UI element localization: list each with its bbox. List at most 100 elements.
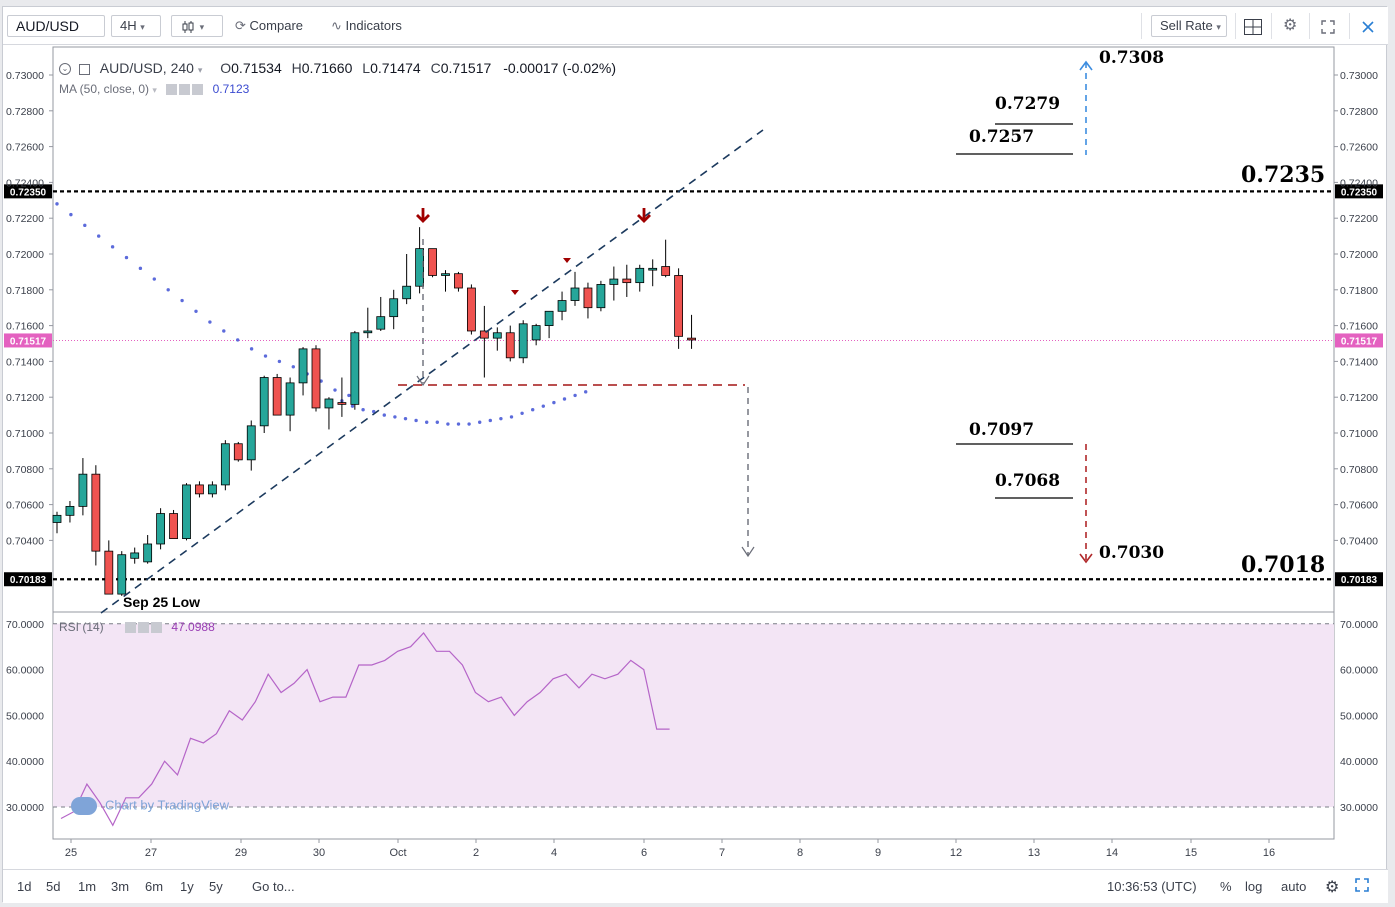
auto-toggle[interactable]: auto [1281,879,1307,894]
range-1m[interactable]: 1m [78,879,97,894]
candle-down [479,330,489,339]
toolbar-divider [1271,13,1272,39]
ma-point [124,255,129,260]
rsi-tick-label-right: 50.0000 [1340,710,1378,722]
y-tick-label-right: 0.71400 [1340,356,1378,368]
chart-canvas[interactable]: 0.72350 0.72350 0.71517 0.71517 0.70183 0.701… [3,7,1388,869]
rsi-tick-label-right: 40.0000 [1340,756,1378,768]
y-tick-label-left: 0.71200 [6,392,44,404]
price-tag-right [1335,184,1383,199]
price-tag-label: 0.70183 [1341,575,1378,586]
x-tick-label: 16 [1263,847,1275,859]
candle-down [91,473,101,552]
chart-type-select[interactable]: ▾ [171,15,223,37]
candle-down [454,273,463,289]
y-tick-label-left: 0.72200 [6,213,44,225]
rsi-tick-label-left: 40.0000 [6,756,44,768]
candle-down [233,443,243,461]
candle-up [648,267,658,271]
x-tick-label: 12 [950,847,962,859]
fullscreen-bottom-button[interactable] [1355,878,1369,895]
level-label-7018: 0.7018 [1241,552,1326,578]
ma-point [249,347,254,351]
legend-title: AUD/USD, 240 [99,60,194,76]
remove-icon[interactable] [192,84,204,96]
ma-point [531,408,535,412]
toolbar-divider [1309,13,1310,39]
main-legend: ⌄ AUD/USD, 240 ▾ O0.71534 H0.71660 L0.71… [59,60,616,76]
eye-icon[interactable] [125,622,137,634]
ma-controls[interactable] [166,82,205,96]
candle-up [415,248,425,287]
close-button[interactable] [1361,15,1375,37]
rsi-tick-label-left: 50.0000 [6,710,44,722]
ma-point [456,422,461,426]
candle-up [635,267,645,284]
ma-point [414,418,418,423]
y-tick-label-right: 0.73000 [1340,70,1378,82]
gear-icon[interactable] [138,622,150,634]
range-3m[interactable]: 3m [111,879,130,894]
y-tick-label-right: 0.71200 [1340,392,1378,404]
candle-down [169,513,178,540]
gear-icon[interactable] [179,84,191,96]
ma-point [541,404,545,408]
chevron-down-icon: ▾ [197,65,203,75]
symbol-search-input[interactable]: AUD/USD [7,15,105,37]
range-6m[interactable]: 6m [145,879,164,894]
close-icon [1362,20,1374,33]
rsi-label: RSI (14) [59,620,104,634]
hide-icon[interactable] [78,63,90,75]
up-arrow-icon [1079,60,1093,71]
x-tick-label: 14 [1106,847,1118,859]
candle-up [518,323,528,359]
candle-up [350,332,360,405]
settings-button[interactable]: ⚙ [1283,15,1297,37]
percent-toggle[interactable]: % [1220,879,1232,894]
indicators-button[interactable]: ∿ Indicators [331,15,402,37]
range-5y[interactable]: 5y [209,879,223,894]
compare-button[interactable]: ⟳ Compare [235,15,303,37]
toolbar-divider [1349,13,1350,39]
log-toggle[interactable]: log [1245,879,1263,894]
level-label-7308: 0.7308 [1099,48,1165,68]
sep25-low-label: Sep 25 Low [123,594,201,610]
eye-icon[interactable] [166,84,178,96]
tradingview-cloud-icon [71,797,97,815]
y-tick-label-right: 0.70600 [1340,500,1378,512]
ma-point [520,411,524,416]
candle-up [259,377,269,427]
x-tick-label: 15 [1185,847,1197,859]
fullscreen-button[interactable] [1321,15,1335,37]
candle-up [557,300,567,312]
rsi-line [60,632,670,827]
grid [52,46,1335,840]
candle-up [298,348,308,384]
axis-settings-button[interactable]: ⚙ [1325,877,1339,897]
y-tick-label-right: 0.72200 [1340,213,1378,225]
tradingview-watermark[interactable]: Chart by TradingView [71,797,229,815]
gear-icon: ⚙ [1283,17,1298,34]
layout-grid-icon [1244,18,1262,35]
range-1y[interactable]: 1y [180,879,194,894]
goto-button[interactable]: Go to... [252,879,295,894]
sell-rate-label: Sell Rate [1160,18,1213,33]
ma-point [180,298,184,303]
interval-select[interactable]: 4H ▾ [111,15,161,37]
range-1d[interactable]: 1d [17,879,32,894]
interval-label: 4H [120,18,137,33]
layout-button[interactable] [1243,15,1263,37]
rsi-band-fill [53,623,1334,807]
projection-arrow-icon [741,546,755,558]
candle-up [220,443,230,486]
sell-rate-select[interactable]: Sell Rate ▾ [1151,15,1227,37]
plot-border [52,46,1335,840]
candles [52,227,696,596]
range-5d[interactable]: 5d [46,879,61,894]
rsi-controls[interactable] [125,620,164,634]
y-tick-label-right: 0.71000 [1340,428,1378,440]
y-tick-label-left: 0.71000 [6,428,44,440]
remove-icon[interactable] [151,622,163,634]
level-label-7279: 0.7279 [995,94,1061,114]
collapse-icon[interactable]: ⌄ [59,63,71,76]
